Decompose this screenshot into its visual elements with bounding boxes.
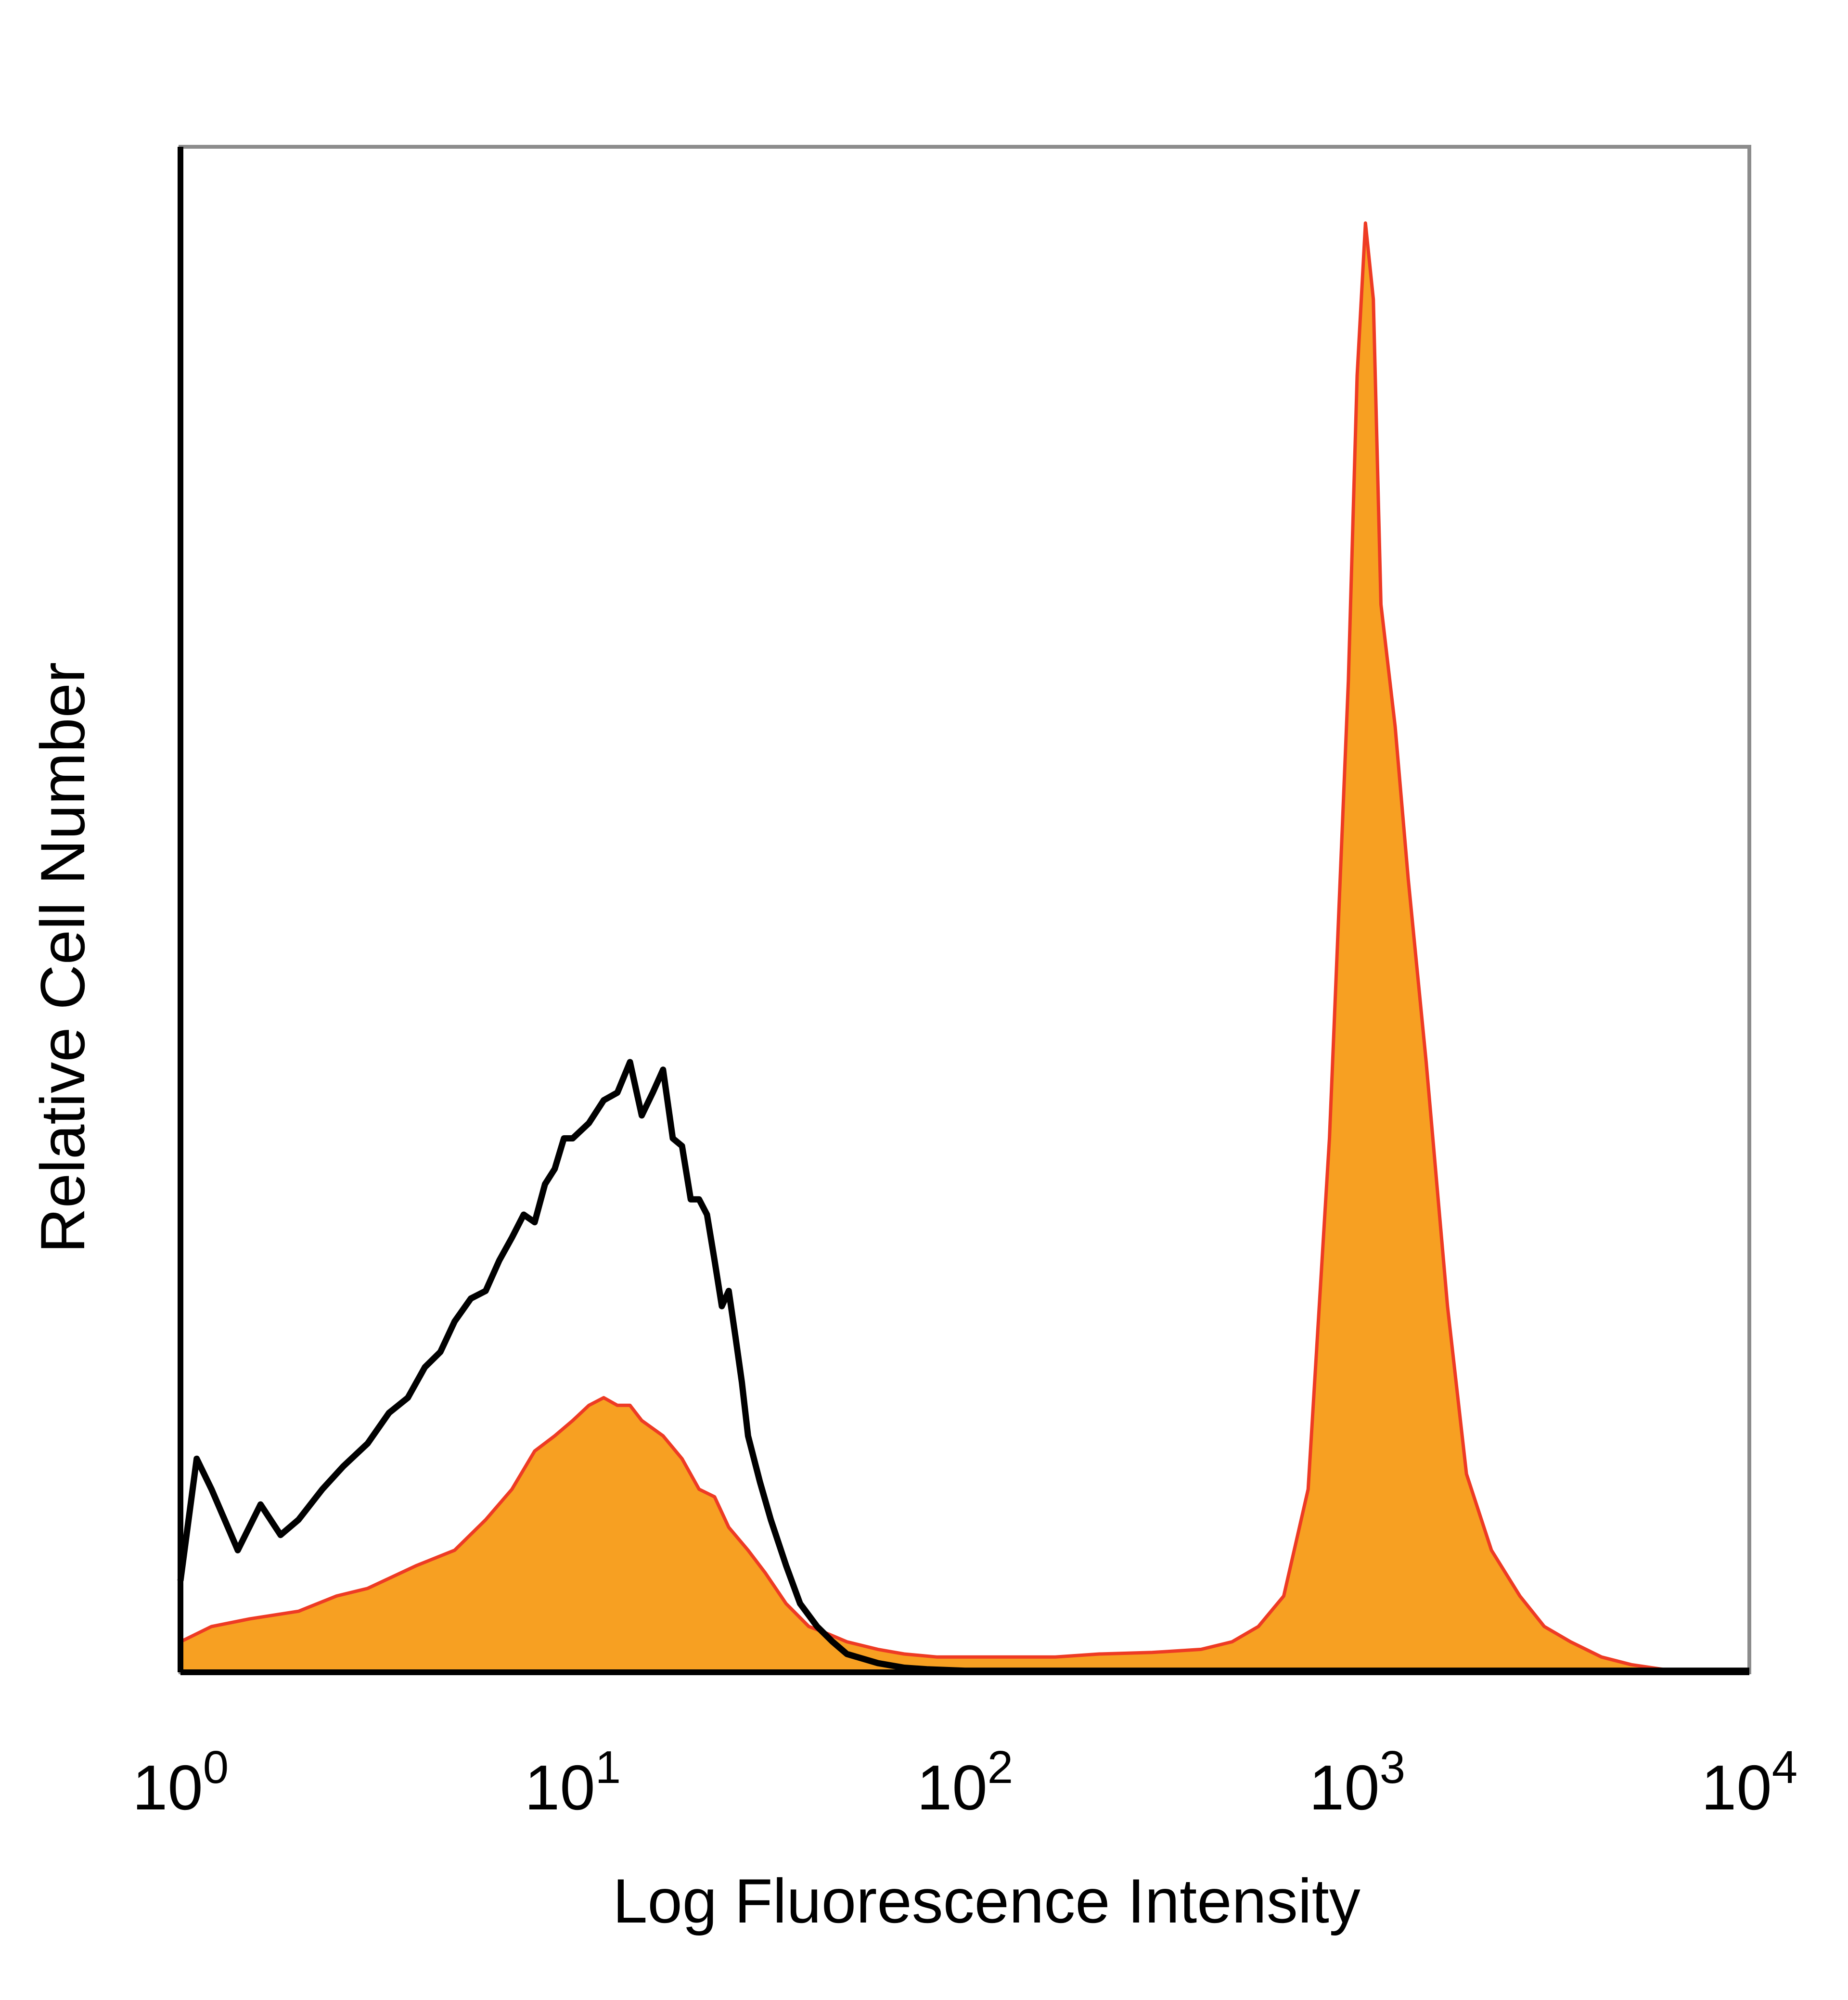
series-1-line <box>180 221 1663 1671</box>
x-tick-label-3: 103 <box>1309 1742 1405 1823</box>
plot-frame <box>179 145 1751 1674</box>
x-tick-labels: 100 101 102 103 104 <box>132 1742 1797 1823</box>
x-tick-label-2: 102 <box>917 1742 1013 1823</box>
series-1-area <box>180 223 1663 1672</box>
series-2-line <box>177 1059 1749 1674</box>
x-tick-label-1: 101 <box>525 1742 621 1823</box>
y-axis-label: Relative Cell Number <box>27 662 98 1253</box>
x-tick-label-0: 100 <box>132 1742 229 1823</box>
x-axis-label: Log Fluorescence Intensity <box>613 1866 1360 1936</box>
series-layer <box>177 221 1749 1674</box>
x-tick-label-4: 104 <box>1701 1742 1797 1823</box>
